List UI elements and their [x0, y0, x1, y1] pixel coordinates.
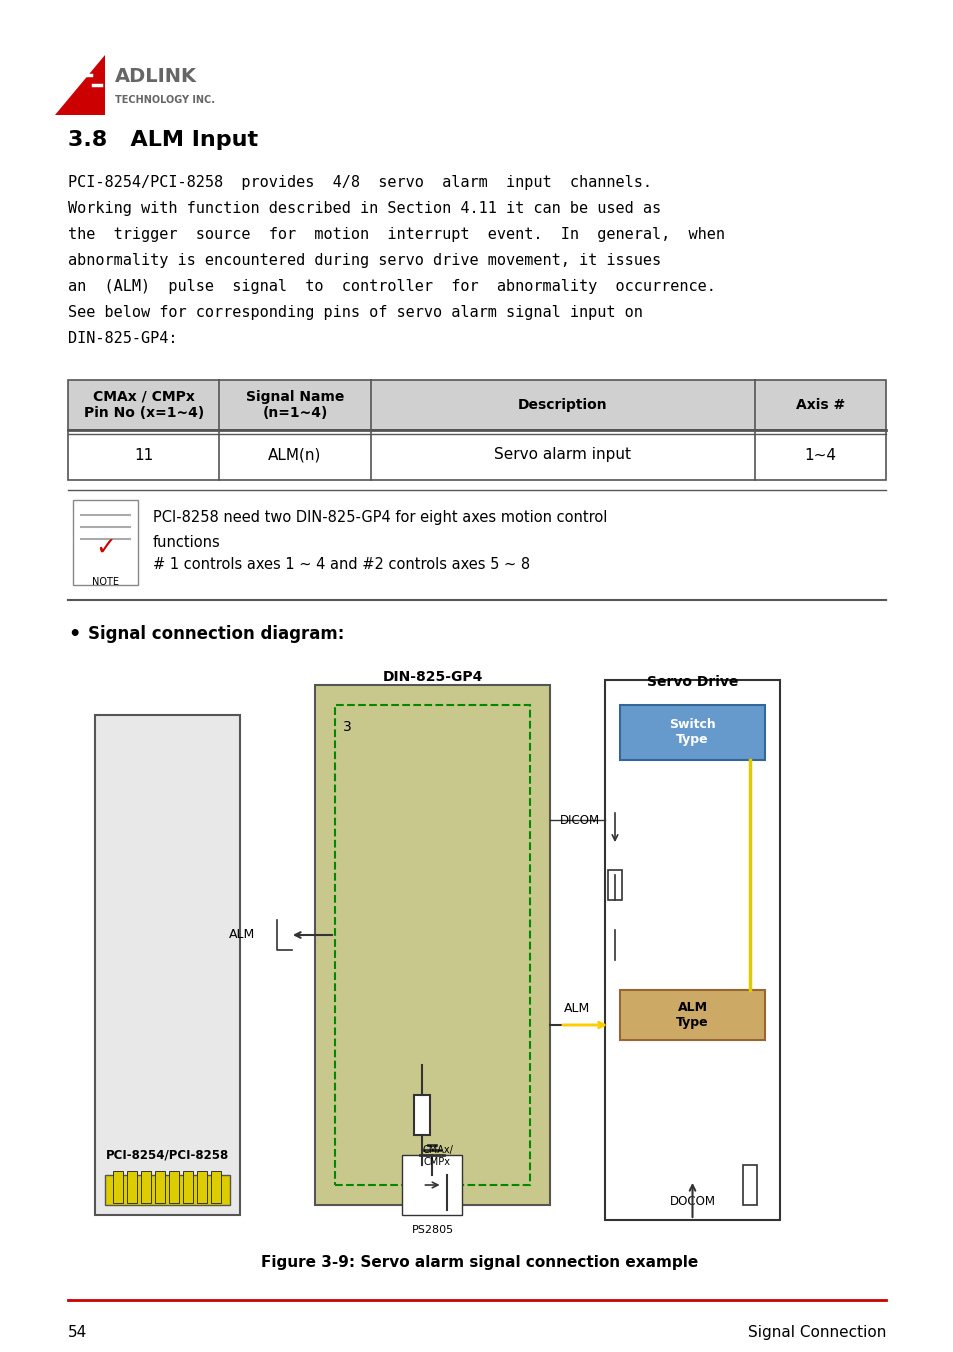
Text: PCI-8258 need two DIN-825-GP4 for eight axes motion control: PCI-8258 need two DIN-825-GP4 for eight …: [152, 510, 607, 525]
Bar: [95, 715, 240, 1215]
Text: 3: 3: [343, 721, 352, 734]
Text: Servo alarm input: Servo alarm input: [494, 448, 631, 462]
Bar: [68, 430, 885, 480]
Text: 54: 54: [68, 1325, 87, 1340]
Bar: [314, 685, 550, 1205]
Bar: [141, 1171, 151, 1203]
Bar: [154, 1171, 165, 1203]
Text: Signal connection diagram:: Signal connection diagram:: [88, 625, 344, 644]
Text: PCI-8254/PCI-8258: PCI-8254/PCI-8258: [106, 1148, 229, 1161]
Bar: [619, 990, 764, 1040]
Text: See below for corresponding pins of servo alarm signal input on: See below for corresponding pins of serv…: [68, 306, 642, 320]
Text: abnormality is encountered during servo drive movement, it issues: abnormality is encountered during servo …: [68, 253, 660, 268]
Polygon shape: [55, 55, 105, 115]
Bar: [619, 704, 764, 760]
Text: # 1 controls axes 1 ~ 4 and #2 controls axes 5 ~ 8: # 1 controls axes 1 ~ 4 and #2 controls …: [152, 557, 530, 572]
Text: TECHNOLOGY INC.: TECHNOLOGY INC.: [115, 95, 214, 105]
Text: ADLINK: ADLINK: [115, 68, 196, 87]
Text: Signal Name
(n=1~4): Signal Name (n=1~4): [246, 389, 344, 420]
Text: DOCOM: DOCOM: [669, 1195, 715, 1207]
Text: Figure 3-9: Servo alarm signal connection example: Figure 3-9: Servo alarm signal connectio…: [261, 1255, 698, 1270]
Text: NOTE: NOTE: [91, 577, 119, 587]
Text: an  (ALM)  pulse  signal  to  controller  for  abnormality  occurrence.: an (ALM) pulse signal to controller for …: [68, 279, 715, 293]
Text: PCI-8254/PCI-8258  provides  4/8  servo  alarm  input  channels.: PCI-8254/PCI-8258 provides 4/8 servo ala…: [68, 174, 651, 191]
Bar: [105, 1175, 230, 1205]
Bar: [169, 1171, 179, 1203]
Bar: [211, 1171, 221, 1203]
Text: 11: 11: [134, 448, 153, 462]
Bar: [604, 680, 780, 1220]
Bar: [183, 1171, 193, 1203]
Text: Axis #: Axis #: [795, 397, 844, 412]
Text: ALM
Type: ALM Type: [676, 1000, 708, 1029]
Text: Signal Connection: Signal Connection: [747, 1325, 885, 1340]
Text: functions: functions: [152, 535, 220, 550]
Bar: [607, 869, 621, 900]
Text: ✓: ✓: [95, 535, 116, 560]
Text: DICOM: DICOM: [559, 814, 599, 826]
Text: CMAx/
CMPx: CMAx/ CMPx: [421, 1145, 453, 1167]
Text: ALM(n): ALM(n): [268, 448, 321, 462]
Text: DIN-825-GP4:: DIN-825-GP4:: [68, 331, 177, 346]
Bar: [127, 1171, 137, 1203]
Text: ALM: ALM: [564, 1002, 590, 1015]
Bar: [402, 1155, 462, 1215]
Bar: [196, 1171, 207, 1203]
Text: Working with function described in Section 4.11 it can be used as: Working with function described in Secti…: [68, 201, 660, 216]
Text: Switch
Type: Switch Type: [668, 718, 715, 746]
Text: 3.8   ALM Input: 3.8 ALM Input: [68, 130, 258, 150]
Text: Servo Drive: Servo Drive: [646, 675, 738, 690]
Text: 1~4: 1~4: [803, 448, 836, 462]
Text: •: •: [68, 625, 80, 644]
Bar: [414, 1095, 430, 1134]
Text: CMAx / CMPx
Pin No (x=1~4): CMAx / CMPx Pin No (x=1~4): [84, 389, 204, 420]
Bar: [742, 1165, 757, 1205]
Text: Description: Description: [517, 397, 607, 412]
Bar: [112, 1171, 123, 1203]
Text: ALM: ALM: [229, 929, 254, 941]
Bar: [73, 500, 138, 585]
Text: PS2805: PS2805: [411, 1225, 453, 1234]
Bar: [68, 380, 885, 430]
Text: the  trigger  source  for  motion  interrupt  event.  In  general,  when: the trigger source for motion interrupt …: [68, 227, 724, 242]
Text: DIN-825-GP4: DIN-825-GP4: [382, 671, 482, 684]
